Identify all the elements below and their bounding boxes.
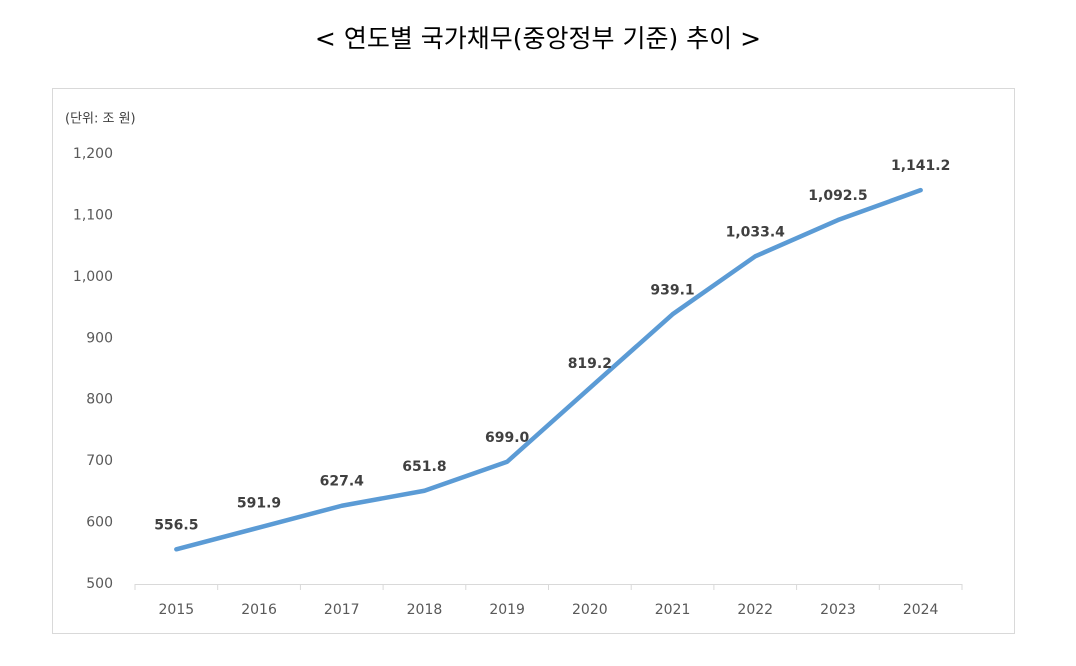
x-tick-label: 2024 bbox=[903, 602, 939, 618]
data-label: 651.8 bbox=[402, 459, 446, 475]
x-tick-label: 2019 bbox=[489, 602, 525, 618]
x-tick-label: 2022 bbox=[737, 602, 773, 618]
y-tick-label: 700 bbox=[86, 453, 113, 469]
y-tick-label: 800 bbox=[86, 392, 113, 408]
x-tick-label: 2016 bbox=[241, 602, 277, 618]
x-tick-label: 2018 bbox=[407, 602, 443, 618]
chart-title: < 연도별 국가채무(중앙정부 기준) 추이 > bbox=[315, 24, 761, 53]
y-tick-label: 1,200 bbox=[73, 146, 113, 162]
data-label: 556.5 bbox=[154, 517, 198, 533]
x-tick-label: 2023 bbox=[820, 602, 856, 618]
x-tick-label: 2020 bbox=[572, 602, 608, 618]
y-tick-label: 600 bbox=[86, 515, 113, 531]
x-tick-label: 2017 bbox=[324, 602, 360, 618]
data-label: 939.1 bbox=[650, 282, 694, 298]
x-tick-label: 2021 bbox=[655, 602, 691, 618]
y-tick-label: 900 bbox=[86, 330, 113, 346]
unit-label: (단위: 조 원) bbox=[65, 112, 136, 127]
y-tick-label: 1,000 bbox=[73, 269, 113, 285]
data-label: 1,033.4 bbox=[726, 224, 786, 240]
data-label: 591.9 bbox=[237, 496, 281, 512]
data-label: 627.4 bbox=[320, 474, 365, 490]
data-label: 1,141.2 bbox=[891, 158, 950, 174]
data-label: 1,092.5 bbox=[808, 188, 867, 204]
y-tick-label: 500 bbox=[86, 576, 113, 592]
data-label: 819.2 bbox=[568, 356, 612, 372]
x-tick-label: 2015 bbox=[159, 602, 195, 618]
y-tick-label: 1,100 bbox=[73, 207, 113, 223]
data-line bbox=[174, 187, 923, 552]
chart-frame bbox=[52, 88, 1015, 634]
data-label: 699.0 bbox=[485, 430, 530, 446]
